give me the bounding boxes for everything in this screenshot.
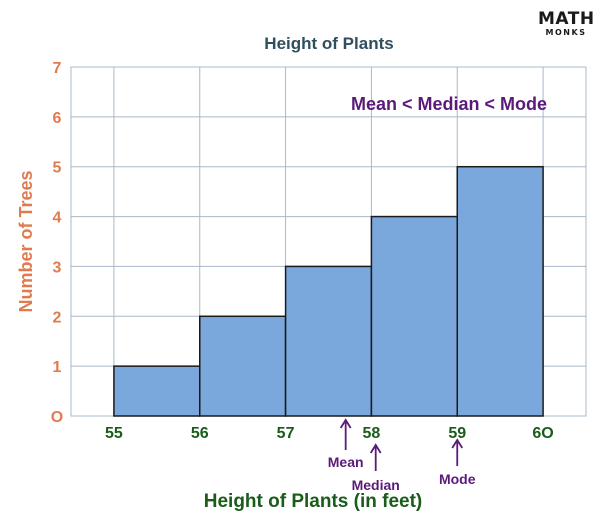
y-tick-label: 6 xyxy=(53,110,62,127)
chart-title: Height of Plants xyxy=(264,34,393,53)
histogram-bar xyxy=(199,315,287,417)
mean-median-mode-annotation: Mean < Median < Mode xyxy=(351,94,547,114)
y-tick-label: 3 xyxy=(53,259,62,276)
histogram-bar xyxy=(284,265,373,417)
x-axis-label: Height of Plants (in feet) xyxy=(204,491,423,512)
mean-marker-label: Mean xyxy=(328,454,364,470)
mode-arrow-head xyxy=(451,438,464,449)
histogram-bar xyxy=(113,365,201,417)
mean-arrow-head xyxy=(339,418,352,429)
x-tick-label: 56 xyxy=(191,425,209,442)
y-tick-label: 2 xyxy=(53,309,62,326)
median-marker-label: Median xyxy=(352,477,400,493)
x-tick-label: 6O xyxy=(532,425,553,442)
y-tick-label: O xyxy=(51,409,63,426)
y-axis-label: Number of Trees xyxy=(16,170,36,312)
y-tick-label: 5 xyxy=(53,160,62,177)
x-tick-label: 57 xyxy=(277,425,295,442)
x-tick-label: 55 xyxy=(105,425,123,442)
histogram-bar xyxy=(370,215,458,417)
logo-main-text: MATH xyxy=(538,9,595,29)
median-arrow-head xyxy=(369,443,382,454)
y-tick-label: 4 xyxy=(53,210,62,227)
x-tick-label: 58 xyxy=(363,425,381,442)
logo-sub-text: MONKS xyxy=(545,28,587,37)
mode-marker-label: Mode xyxy=(439,471,476,487)
y-tick-label: 7 xyxy=(53,60,62,77)
math-monks-logo: MATH MONKS xyxy=(538,10,594,38)
histogram-bar xyxy=(456,165,544,417)
y-tick-label: 1 xyxy=(53,359,62,376)
x-tick-label: 59 xyxy=(448,425,466,442)
